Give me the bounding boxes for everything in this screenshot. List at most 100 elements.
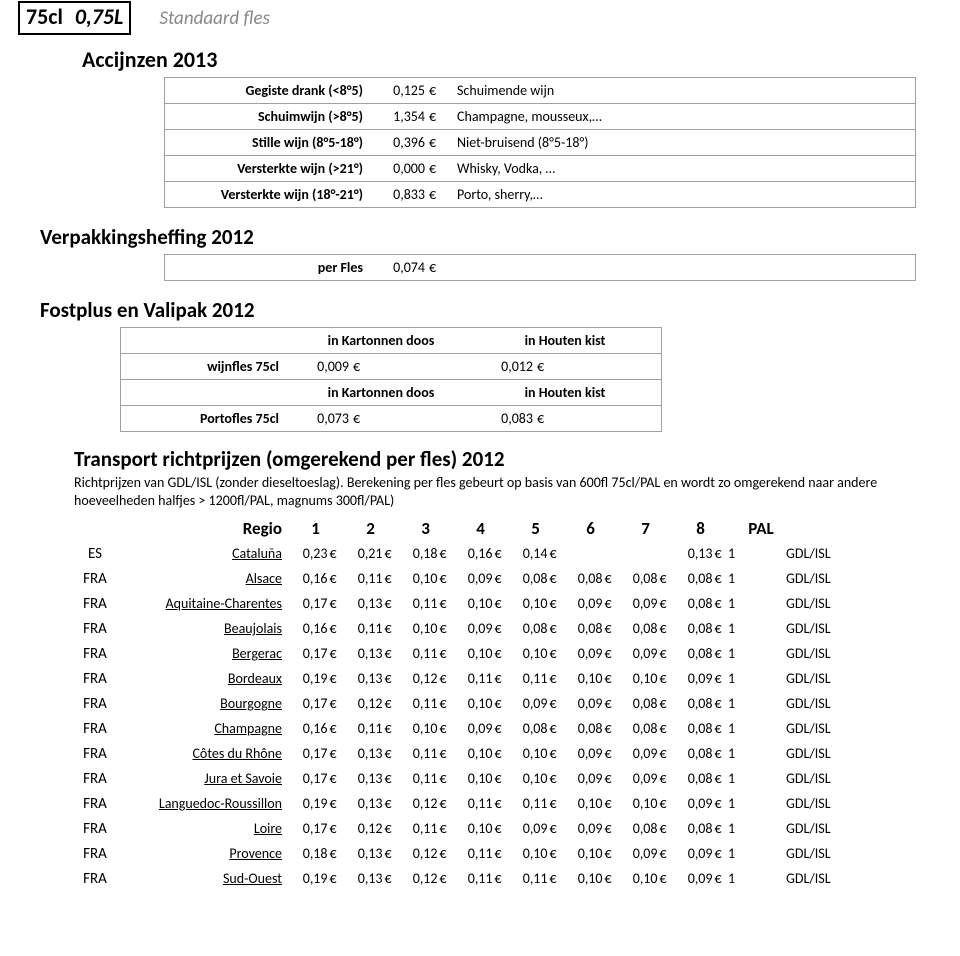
price-cell: 0,08€ [673,720,728,737]
price-cell: 0,09€ [563,745,618,762]
price-cell: 0,08€ [618,820,673,837]
price-cell: 0,11€ [508,670,563,687]
price-cell: 0,08€ [618,720,673,737]
col-1: 1 [288,518,343,539]
price-cell: 0,11€ [343,570,398,587]
transport-row: FRABeaujolais0,16€0,11€0,10€0,09€0,08€0,… [70,616,950,641]
pack-title: Verpakkingsheffing 2012 [40,224,940,250]
transport-header: Regio12345678PAL [70,515,950,541]
euro-sign: € [353,358,367,375]
col-4: 4 [453,518,508,539]
price-cell: 0,11€ [398,595,453,612]
country-code: FRA [70,770,120,788]
price-cell: 0,13€ [673,545,728,562]
price-cell: 0,10€ [618,670,673,687]
supplier: GDL/ISL [782,695,848,712]
price-cell: 0,09€ [618,770,673,787]
cutoff-col: 1 [728,720,740,737]
transport-row: FRAProvence0,18€0,13€0,12€0,11€0,10€0,10… [70,841,950,866]
excise-label: Versterkte wijn (18°-21°) [165,186,369,203]
cutoff-col: 1 [728,820,740,837]
price-cell: 0,11€ [453,670,508,687]
region-name: Alsace [120,570,288,587]
price-cell: 0,17€ [288,820,343,837]
transport-note: Richtprijzen van GDL/ISL (zonder dieselt… [74,474,920,509]
price-cell: 0,12€ [398,795,453,812]
fostplus-row: wijnfles 75cl0,009€0,012€ [121,354,661,380]
price-cell: 0,14€ [508,545,563,562]
price-cell: 0,13€ [343,845,398,862]
country-code: ES [70,545,120,563]
excise-desc: Champagne, mousseux,… [451,108,915,125]
price-cell: 0,11€ [453,845,508,862]
supplier: GDL/ISL [782,745,848,762]
fostplus-label: wijnfles 75cl [121,358,289,375]
excise-desc: Porto, sherry,… [451,186,915,203]
cutoff-col: 1 [728,870,740,887]
region-name: Bergerac [120,645,288,662]
excise-label: Stille wijn (8°5-18°) [165,134,369,151]
pack-table: per Fles 0,074 € [164,254,916,281]
excise-desc: Schuimende wijn [451,82,915,99]
price-cell: 0,17€ [288,645,343,662]
price-cell: 0,10€ [398,570,453,587]
excise-desc: Niet-bruisend (8°5-18°) [451,134,915,151]
price-cell: 0,10€ [453,645,508,662]
transport-row: FRAAlsace0,16€0,11€0,10€0,09€0,08€0,08€0… [70,566,950,591]
price-cell: 0,12€ [343,820,398,837]
region-name: Languedoc-Roussillon [120,795,288,812]
region-name: Bourgogne [120,695,288,712]
fostplus-table: in Kartonnen doosin Houten kistwijnfles … [120,327,662,432]
transport-row: FRASud-Ouest0,19€0,13€0,12€0,11€0,11€0,1… [70,866,950,891]
fostplus-col1: in Kartonnen doos [289,384,473,401]
price-cell: 0,08€ [618,695,673,712]
price-cell: 0,08€ [508,570,563,587]
country-code: FRA [70,845,120,863]
price-cell: 0,09€ [673,845,728,862]
transport-row: FRAAquitaine-Charentes0,17€0,13€0,11€0,1… [70,591,950,616]
supplier: GDL/ISL [782,570,848,587]
format-desc: Standaard fles [159,7,270,30]
price-cell: 0,13€ [343,670,398,687]
region-name: Côtes du Rhône [120,745,288,762]
price-cell: 0,08€ [508,620,563,637]
country-code: FRA [70,720,120,738]
price-cell: 0,12€ [398,845,453,862]
price-cell: 0,11€ [398,820,453,837]
supplier: GDL/ISL [782,670,848,687]
price-cell: 0,12€ [343,695,398,712]
col-3: 3 [398,518,453,539]
excise-row: Stille wijn (8°5-18°)0,396€Niet-bruisend… [165,130,915,156]
price-cell: 0,13€ [343,745,398,762]
price-cell: 0,09€ [618,845,673,862]
price-cell: 0,08€ [673,570,728,587]
price-cell: 0,13€ [343,595,398,612]
excise-value: 0,833 [369,186,429,203]
supplier: GDL/ISL [782,645,848,662]
price-cell: 0,19€ [288,870,343,887]
price-cell: 0,08€ [618,620,673,637]
euro-sign: € [429,108,451,125]
pack-label: per Fles [165,259,369,276]
cutoff-col: 1 [728,695,740,712]
supplier: GDL/ISL [782,870,848,887]
col-regio: Regio [120,518,288,539]
price-cell: 0,09€ [618,595,673,612]
fostplus-title: Fostplus en Valipak 2012 [40,297,940,323]
transport-row: FRABourgogne0,17€0,12€0,11€0,10€0,09€0,0… [70,691,950,716]
supplier: GDL/ISL [782,770,848,787]
price-cell: 0,09€ [563,770,618,787]
price-cell: 0,16€ [453,545,508,562]
fostplus-header-row: in Kartonnen doosin Houten kist [121,328,661,354]
price-cell: 0,09€ [673,670,728,687]
supplier: GDL/ISL [782,820,848,837]
price-cell: 0,11€ [453,795,508,812]
country-code: FRA [70,745,120,763]
transport-row: FRALoire0,17€0,12€0,11€0,10€0,09€0,09€0,… [70,816,950,841]
price-cell: 0,09€ [508,820,563,837]
format-size: 75cl [26,3,63,30]
country-code: FRA [70,695,120,713]
price-cell: 0,17€ [288,745,343,762]
price-cell: 0,13€ [343,795,398,812]
region-name: Bordeaux [120,670,288,687]
